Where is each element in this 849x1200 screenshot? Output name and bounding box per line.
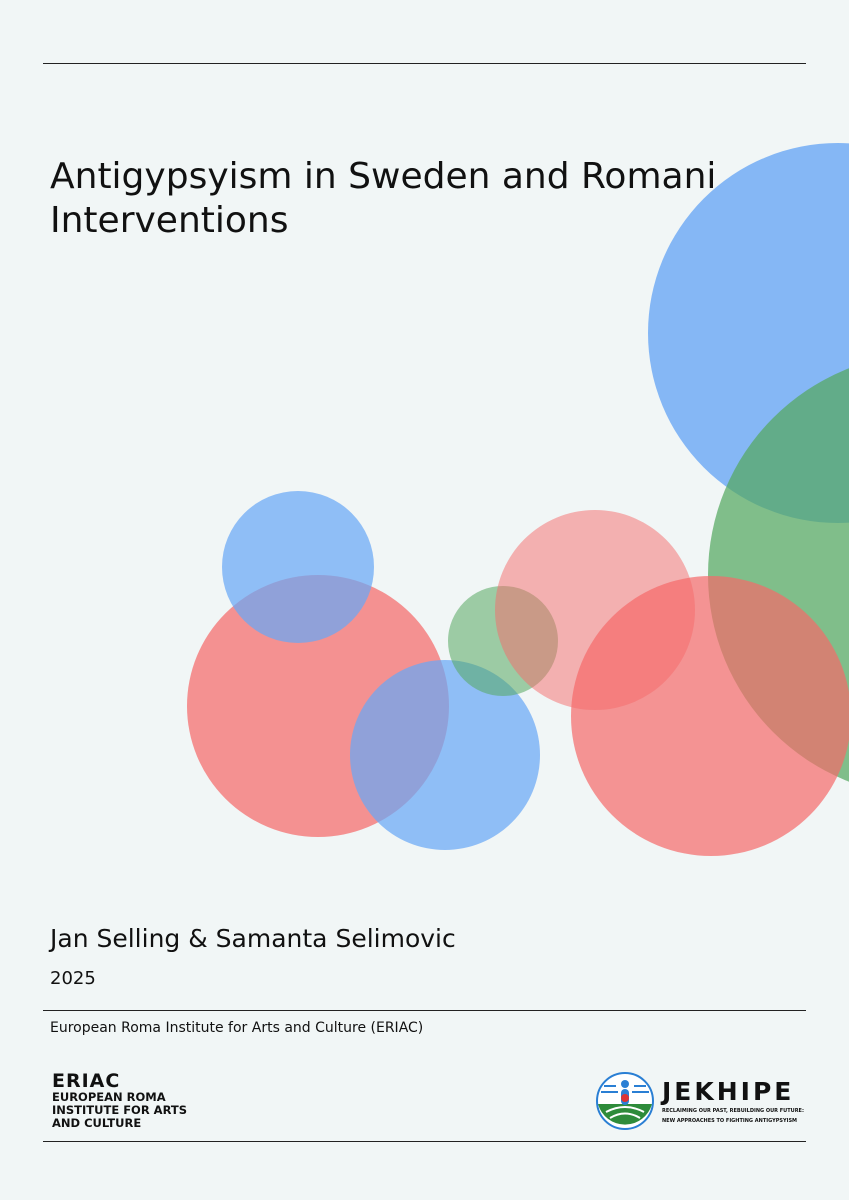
jekhipe-tagline: NEW APPROACHES TO FIGHTING ANTIGYPSYISM [662,1117,798,1124]
middle-rule [43,1010,806,1011]
eriac-logo-line: EUROPEAN ROMA [52,1090,166,1104]
document-title: Antigypsyism in Sweden and Romani Interv… [50,156,717,241]
eriac-logo-name: ERIAC [52,1070,121,1092]
publication-year: 2025 [50,968,96,989]
circle-blue-bottom [350,660,540,850]
top-rule [43,63,806,64]
bottom-rule [43,1141,806,1142]
authors: Jan Selling & Samanta Selimovic [50,924,456,953]
eriac-logo: ERIAC EUROPEAN ROMA INSTITUTE FOR ARTS A… [52,1072,187,1130]
jekhipe-emblem-icon [596,1072,654,1130]
circle-blue-small [222,491,374,643]
circle-red-right [571,576,849,856]
jekhipe-logo-name: JEKHIPE [662,1076,795,1106]
publisher: European Roma Institute for Arts and Cul… [50,1020,424,1036]
eriac-logo-line: AND CULTURE [52,1116,142,1130]
eriac-logo-line: INSTITUTE FOR ARTS [52,1103,188,1117]
jekhipe-tagline: RECLAIMING OUR PAST, REBUILDING OUR FUTU… [662,1107,804,1114]
jekhipe-logo: JEKHIPE RECLAIMING OUR PAST, REBUILDING … [596,1072,804,1130]
